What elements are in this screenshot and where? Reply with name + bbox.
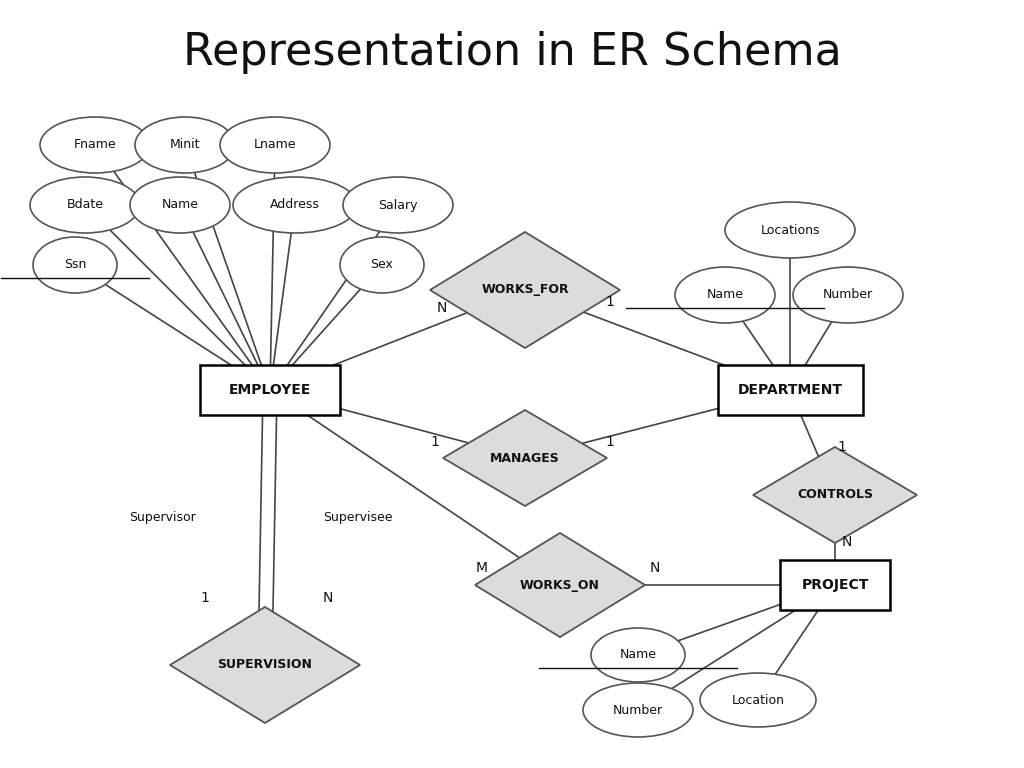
Text: Name: Name xyxy=(707,289,743,302)
Text: Ssn: Ssn xyxy=(63,259,86,272)
Text: Location: Location xyxy=(731,694,784,707)
Text: Address: Address xyxy=(270,198,319,211)
Text: SUPERVISION: SUPERVISION xyxy=(217,658,312,671)
Text: Supervisor: Supervisor xyxy=(129,511,196,525)
Bar xyxy=(200,365,340,415)
Text: EMPLOYEE: EMPLOYEE xyxy=(228,383,311,397)
Text: Name: Name xyxy=(620,648,656,661)
Polygon shape xyxy=(170,607,360,723)
Text: WORKS_FOR: WORKS_FOR xyxy=(481,283,568,296)
Text: Supervisee: Supervisee xyxy=(324,511,393,525)
Text: N: N xyxy=(650,561,660,575)
Text: Minit: Minit xyxy=(170,138,201,151)
Text: M: M xyxy=(476,561,488,575)
Text: 1: 1 xyxy=(838,440,847,454)
Text: Representation in ER Schema: Representation in ER Schema xyxy=(182,31,842,74)
Text: 1: 1 xyxy=(430,435,439,449)
Text: N: N xyxy=(323,591,333,605)
Text: Salary: Salary xyxy=(378,198,418,211)
Text: WORKS_ON: WORKS_ON xyxy=(520,578,600,591)
Ellipse shape xyxy=(725,202,855,258)
Polygon shape xyxy=(443,410,607,506)
Ellipse shape xyxy=(233,177,357,233)
Ellipse shape xyxy=(340,237,424,293)
Ellipse shape xyxy=(793,267,903,323)
Ellipse shape xyxy=(591,628,685,682)
Text: Number: Number xyxy=(613,703,664,717)
Text: Fname: Fname xyxy=(74,138,117,151)
Text: 1: 1 xyxy=(201,591,210,605)
Bar xyxy=(718,365,862,415)
Ellipse shape xyxy=(343,177,453,233)
Ellipse shape xyxy=(675,267,775,323)
Text: Lname: Lname xyxy=(254,138,296,151)
Ellipse shape xyxy=(33,237,117,293)
Text: 1: 1 xyxy=(605,295,614,309)
Text: CONTROLS: CONTROLS xyxy=(797,488,873,502)
Polygon shape xyxy=(475,533,645,637)
Ellipse shape xyxy=(40,117,150,173)
Text: 1: 1 xyxy=(605,435,614,449)
Ellipse shape xyxy=(583,683,693,737)
Text: PROJECT: PROJECT xyxy=(802,578,868,592)
Polygon shape xyxy=(430,232,620,348)
Ellipse shape xyxy=(135,117,234,173)
Bar xyxy=(780,560,890,610)
Text: Number: Number xyxy=(823,289,873,302)
Polygon shape xyxy=(753,447,918,543)
Text: DEPARTMENT: DEPARTMENT xyxy=(737,383,843,397)
Text: Name: Name xyxy=(162,198,199,211)
Text: MANAGES: MANAGES xyxy=(490,452,560,465)
Ellipse shape xyxy=(220,117,330,173)
Ellipse shape xyxy=(30,177,140,233)
Ellipse shape xyxy=(700,673,816,727)
Text: Locations: Locations xyxy=(760,223,820,237)
Text: Sex: Sex xyxy=(371,259,393,272)
Text: Bdate: Bdate xyxy=(67,198,103,211)
Text: N: N xyxy=(437,301,447,315)
Ellipse shape xyxy=(130,177,230,233)
Text: N: N xyxy=(842,535,852,549)
